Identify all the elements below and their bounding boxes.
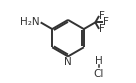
Text: F: F (103, 17, 109, 27)
Text: F: F (99, 24, 105, 34)
Text: N: N (64, 57, 72, 67)
Text: H₂N: H₂N (20, 17, 40, 27)
Text: Cl: Cl (94, 69, 104, 79)
Text: H: H (95, 56, 103, 66)
Text: F: F (99, 11, 105, 21)
